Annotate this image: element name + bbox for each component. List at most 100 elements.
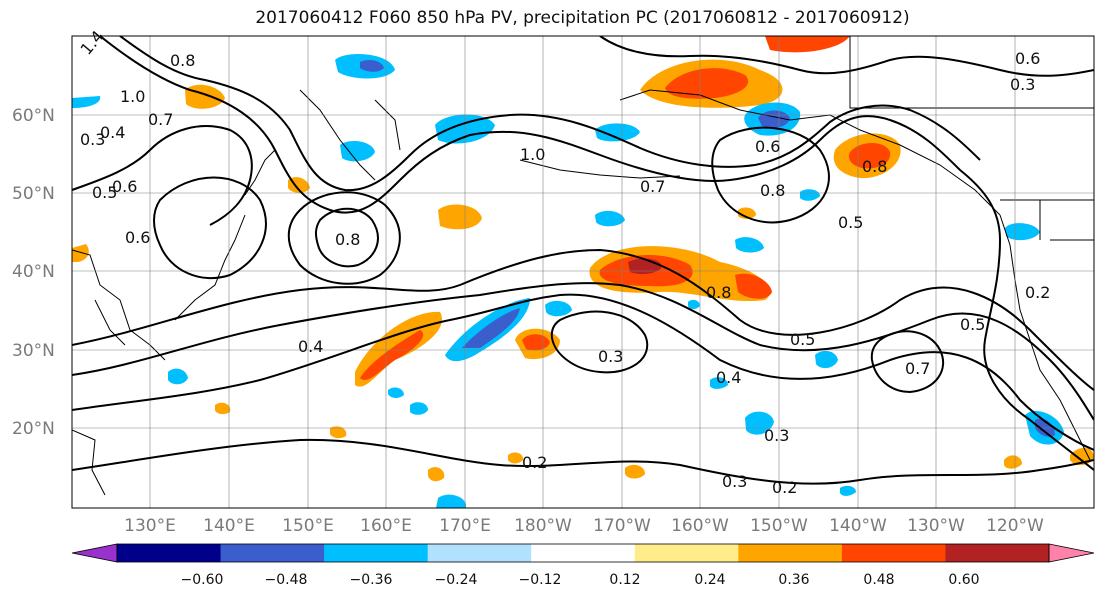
colorbar-segment [220, 544, 325, 562]
pv-contour-9 [711, 126, 830, 224]
neg-anomaly-small-1 [168, 368, 188, 385]
colorbar-segment [738, 544, 843, 562]
latitude-labels: 60°N 50°N 40°N 30°N 20°N [12, 106, 55, 439]
lon-label: 150°E [282, 516, 334, 536]
contour-label: 0.4 [716, 368, 741, 387]
colorbar-segment [117, 544, 222, 562]
lon-label: 150°W [750, 516, 808, 536]
lon-label: 160°E [360, 516, 412, 536]
neg-anomaly-small-8 [840, 485, 856, 496]
contour-label: 1.4 [77, 27, 108, 59]
contour-label: 0.7 [148, 110, 173, 129]
contour-label: 0.6 [125, 228, 150, 247]
pv-contour-12 [72, 438, 1094, 485]
pos-anomaly-gulf-core [848, 143, 891, 169]
neg-anomaly-north-1-core [360, 60, 384, 72]
contour-label: 0.8 [335, 230, 360, 249]
colorbar-tick-label: −0.12 [519, 572, 562, 588]
pv-contour-8 [153, 176, 267, 280]
colorbar-segment [531, 544, 636, 562]
lat-label: 50°N [12, 184, 55, 204]
colorbar-tick-label: 0.24 [694, 572, 725, 588]
pos-anomaly-small-1 [288, 177, 310, 193]
pv-contour-5 [119, 36, 981, 192]
lon-label: 130°W [907, 516, 965, 536]
lat-label: 30°N [12, 341, 55, 361]
contour-label: 0.3 [722, 472, 747, 491]
colorbar-tick-label: −0.24 [435, 572, 478, 588]
colorbar [71, 543, 1095, 563]
lon-label: 180°W [514, 516, 572, 536]
contour-label: 0.7 [905, 359, 930, 378]
colorbar-tick-label: 0.36 [778, 572, 809, 588]
contour-label: 0.4 [100, 123, 125, 142]
contour-label: 0.8 [170, 51, 195, 70]
colorbar-tick-label: 0.48 [863, 572, 894, 588]
japan-coast [174, 149, 276, 321]
pos-anomaly-west-pacific-core [360, 330, 424, 380]
pos-anomaly-small-8 [330, 426, 347, 439]
neg-anomaly-small-5 [800, 189, 820, 201]
lon-label: 130°E [124, 516, 176, 536]
pos-anomaly-east-cp [735, 273, 772, 299]
lon-label: 170°E [439, 516, 491, 536]
lon-label: 170°W [593, 516, 651, 536]
contour-label: 0.5 [92, 183, 117, 202]
lat-label: 40°N [12, 262, 55, 282]
pv-contours [72, 36, 1094, 485]
pos-anomaly-small-7 [215, 402, 231, 415]
neg-anomaly-small-2 [410, 402, 428, 415]
lat-label: 20°N [12, 419, 55, 439]
lon-label: 160°W [671, 516, 729, 536]
contour-label: 0.3 [764, 426, 789, 445]
contour-label: 0.5 [790, 330, 815, 349]
neg-anomaly-aleutians [595, 123, 640, 142]
pos-anomaly-ak-north-core [665, 68, 749, 99]
pv-contour-10 [870, 330, 945, 394]
pos-anomaly-small-9 [428, 467, 445, 482]
pv-contour-4 [99, 36, 961, 214]
neg-anomaly-small-6 [388, 387, 404, 398]
contour-label: 0.4 [298, 337, 323, 356]
pv-contour-6 [287, 191, 401, 285]
contour-label: 0.8 [760, 181, 785, 200]
contour-label: 0.5 [960, 315, 985, 334]
pv-contour-14 [959, 169, 1094, 471]
lon-label: 120°W [986, 516, 1044, 536]
neg-anomaly-central-band-core [462, 308, 520, 348]
colorbar-tick-label: 0.12 [609, 572, 640, 588]
contour-label: 0.2 [772, 478, 797, 497]
contour-label: 0.7 [640, 177, 665, 196]
canada-border [849, 36, 1094, 241]
colorbar-tick-label: −0.36 [350, 572, 393, 588]
neg-anomaly-west [72, 96, 101, 108]
kamchatka-coast [299, 89, 401, 181]
neg-anomaly-mid-2 [595, 210, 625, 227]
neg-anomaly-sub-1 [745, 411, 774, 435]
colorbar-tick-label: −0.48 [265, 572, 308, 588]
colorbar-segment [841, 544, 946, 562]
pv-contour-11 [550, 310, 649, 374]
contour-label: 0.6 [755, 137, 780, 156]
precip-shading [72, 36, 1094, 508]
neg-anomaly-mid-1 [545, 300, 572, 317]
neg-anomaly-coast [1005, 223, 1040, 241]
pv-contour-2 [72, 282, 1094, 421]
colorbar-segment [324, 544, 429, 562]
contour-label: 0.3 [1010, 75, 1035, 94]
pos-anomaly-okhotsk [185, 84, 225, 109]
pv-contour-13 [72, 125, 253, 226]
pos-anomaly-kamchatka-s [438, 204, 482, 230]
contour-label: 0.3 [598, 347, 623, 366]
lat-label: 60°N [12, 106, 55, 126]
colorbar-tick-label: −0.60 [181, 572, 224, 588]
pos-anomaly-small-2 [72, 244, 89, 262]
colorbar-tick-label: 0.60 [948, 572, 979, 588]
pv-contour-1 [72, 248, 1094, 391]
longitude-labels: 130°E 140°E 150°E 160°E 170°E 180°W 170°… [124, 516, 1044, 536]
contour-label: 0.3 [80, 130, 105, 149]
pos-anomaly-small-5 [1004, 455, 1022, 469]
map-frame [71, 35, 1095, 509]
contour-label: 0.5 [838, 213, 863, 232]
coastlines [72, 36, 1094, 496]
